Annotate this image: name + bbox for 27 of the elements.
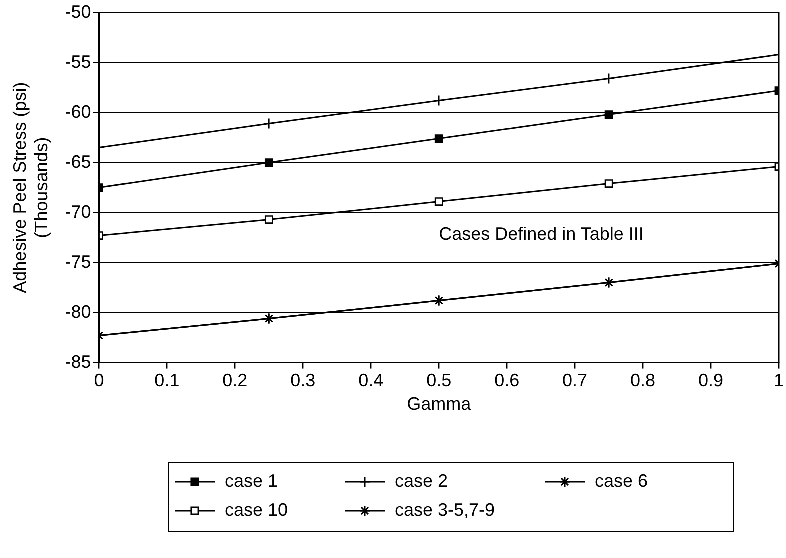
legend-label: case 2 [395, 471, 448, 492]
x-tick-label: 0.9 [698, 370, 724, 391]
x-axis-title: Gamma [407, 394, 472, 414]
y-tick-label: -65 [65, 152, 92, 172]
y-tick-label: -85 [65, 352, 92, 372]
y-tick-label: -60 [65, 102, 92, 122]
y-axis-title: Adhesive Peel Stress (psi) (Thousands) [10, 82, 52, 294]
y-tick-label: -75 [65, 252, 92, 272]
x-tick-label: 0.1 [154, 370, 180, 391]
x-tick-label: 1 [774, 370, 784, 391]
y-tick-label: -55 [65, 52, 92, 72]
x-tick-label: 0.8 [630, 370, 656, 391]
x-tick-label: 0.2 [222, 370, 248, 391]
x-tick-label: 0 [94, 370, 104, 391]
x-tick-label: 0.3 [290, 370, 316, 391]
y-tick-label: -80 [65, 302, 92, 322]
legend-label: case 1 [225, 471, 278, 492]
y-tick-label: -50 [65, 2, 92, 22]
annotation: Cases Defined in Table III [439, 224, 644, 244]
legend-label: case 3-5,7-9 [395, 500, 496, 521]
x-tick-label: 0.6 [494, 370, 520, 391]
y-tick-label: -70 [65, 202, 92, 222]
x-tick-label: 0.7 [562, 370, 588, 391]
legend-label: case 6 [595, 471, 648, 492]
x-tick-label: 0.5 [426, 370, 452, 391]
x-tick-label: 0.4 [358, 370, 384, 391]
legend-label: case 10 [225, 500, 288, 521]
